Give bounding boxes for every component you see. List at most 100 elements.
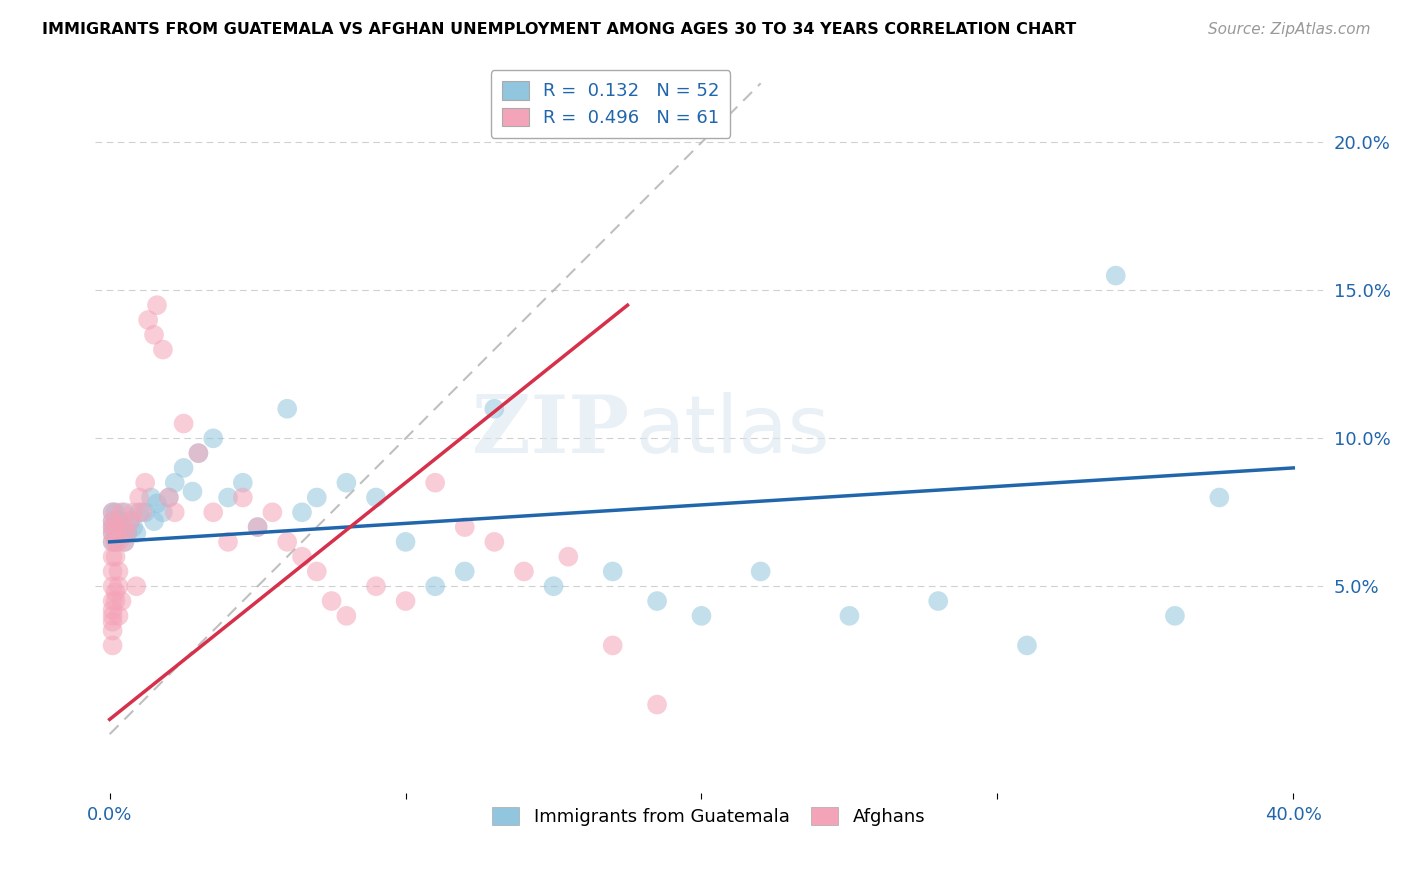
Point (1015, 639, 1038, 653)
Point (117, 526, 139, 541)
Point (104, 520, 127, 534)
Point (101, 520, 124, 534)
Point (117, 526, 139, 541)
Point (187, 446, 209, 460)
Point (543, 579, 565, 593)
Point (217, 534, 239, 549)
Point (128, 491, 150, 505)
Point (602, 639, 624, 653)
Point (101, 603, 124, 617)
Point (114, 520, 136, 534)
Text: Source: ZipAtlas.com: Source: ZipAtlas.com (1208, 22, 1371, 37)
Point (513, 565, 536, 579)
Point (110, 520, 132, 534)
Point (749, 565, 772, 579)
Point (146, 298, 169, 312)
Point (217, 491, 239, 505)
Point (484, 534, 506, 549)
Point (157, 491, 180, 505)
Point (122, 505, 145, 519)
Point (262, 505, 284, 519)
Point (364, 491, 387, 505)
Point (146, 496, 169, 510)
Point (305, 491, 328, 505)
Point (101, 526, 124, 541)
Point (101, 534, 124, 549)
Point (173, 417, 195, 431)
Point (104, 594, 127, 608)
Point (120, 514, 142, 528)
Point (163, 505, 186, 519)
Point (114, 505, 136, 519)
Point (104, 585, 127, 599)
Point (110, 594, 132, 608)
Point (1105, 268, 1128, 283)
Point (114, 534, 136, 549)
Point (335, 475, 357, 490)
Point (423, 579, 446, 593)
Point (134, 505, 156, 519)
Point (143, 327, 166, 342)
Point (202, 505, 225, 519)
Point (394, 594, 416, 608)
Point (101, 520, 124, 534)
Point (232, 491, 254, 505)
Point (321, 594, 343, 608)
Point (602, 565, 624, 579)
Point (454, 565, 477, 579)
Point (101, 526, 124, 541)
Point (131, 505, 153, 519)
Point (101, 565, 124, 579)
Point (645, 698, 668, 712)
Point (246, 520, 269, 534)
Point (152, 343, 174, 357)
Point (101, 615, 124, 629)
Point (690, 608, 713, 623)
Point (107, 608, 129, 623)
Point (187, 446, 209, 460)
Point (104, 534, 127, 549)
Point (101, 579, 124, 593)
Text: ZIP: ZIP (472, 392, 628, 470)
Point (101, 514, 124, 528)
Point (423, 475, 446, 490)
Point (107, 565, 129, 579)
Point (107, 579, 129, 593)
Point (101, 534, 124, 549)
Point (136, 313, 159, 327)
Text: atlas: atlas (636, 392, 830, 470)
Point (114, 534, 136, 549)
Point (645, 594, 668, 608)
Text: IMMIGRANTS FROM GUATEMALA VS AFGHAN UNEMPLOYMENT AMONG AGES 30 TO 34 YEARS CORRE: IMMIGRANTS FROM GUATEMALA VS AFGHAN UNEM… (42, 22, 1077, 37)
Point (125, 526, 148, 541)
Point (143, 514, 166, 528)
Point (181, 484, 204, 499)
Point (104, 505, 127, 519)
Point (364, 579, 387, 593)
Legend: Immigrants from Guatemala, Afghans: Immigrants from Guatemala, Afghans (484, 797, 935, 835)
Point (101, 608, 124, 623)
Point (1164, 608, 1187, 623)
Point (276, 534, 298, 549)
Point (1208, 491, 1230, 505)
Point (335, 608, 357, 623)
Point (163, 475, 186, 490)
Point (104, 520, 127, 534)
Point (104, 549, 127, 564)
Point (557, 549, 579, 564)
Point (122, 520, 145, 534)
Point (125, 579, 148, 593)
Point (394, 534, 416, 549)
Point (101, 624, 124, 638)
Point (134, 475, 156, 490)
Point (101, 505, 124, 519)
Point (927, 594, 949, 608)
Point (101, 514, 124, 528)
Point (101, 639, 124, 653)
Point (454, 520, 477, 534)
Point (107, 514, 129, 528)
Point (157, 491, 180, 505)
Point (232, 475, 254, 490)
Point (484, 401, 506, 416)
Point (101, 505, 124, 519)
